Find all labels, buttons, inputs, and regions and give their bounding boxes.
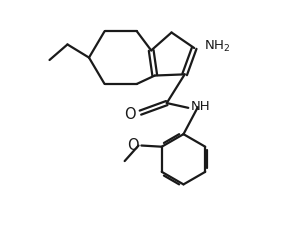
Text: O: O (127, 138, 139, 153)
Text: NH$_2$: NH$_2$ (204, 38, 230, 54)
Text: O: O (124, 107, 136, 122)
Text: NH: NH (191, 100, 210, 113)
